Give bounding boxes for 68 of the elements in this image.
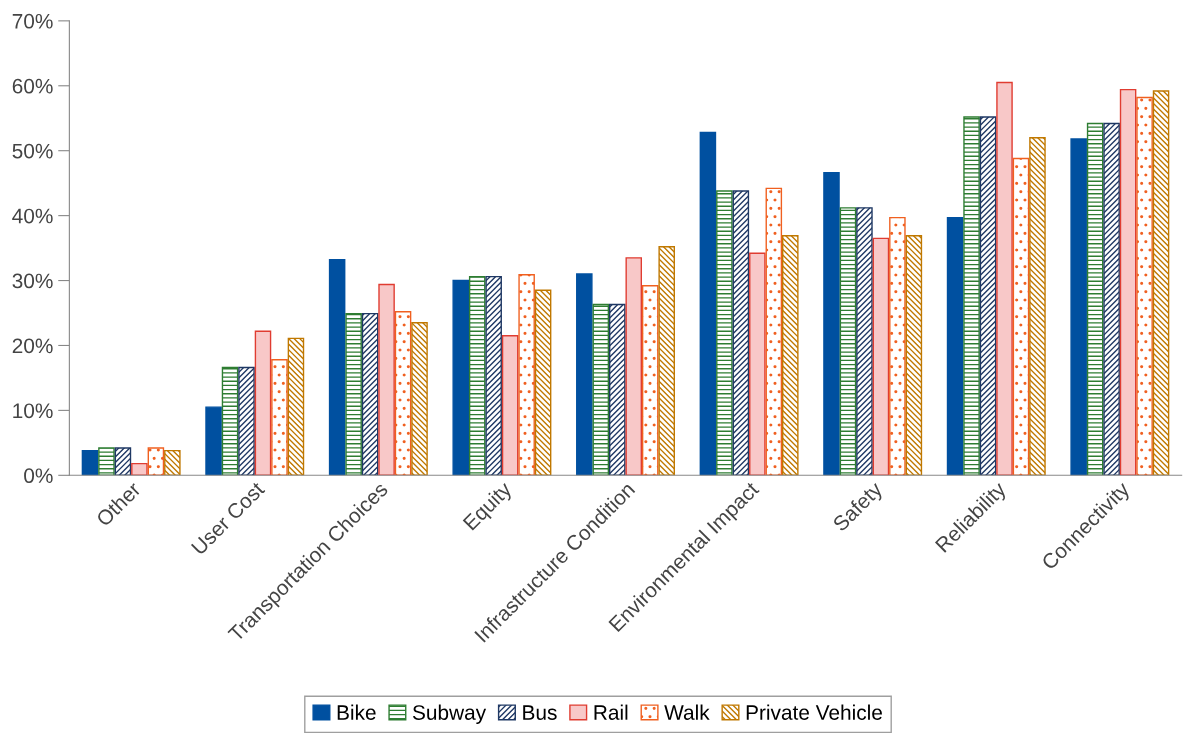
bar: [501, 335, 519, 476]
bar: [345, 312, 362, 476]
bar: [205, 406, 222, 476]
bar: [147, 447, 165, 476]
bar: [1103, 122, 1120, 476]
bar: [287, 337, 305, 476]
bar: [856, 207, 873, 476]
bar: [658, 246, 675, 476]
bar: [716, 190, 733, 476]
bar: [328, 259, 346, 476]
bar: [1119, 88, 1137, 476]
bar: [98, 447, 115, 476]
bar: [592, 303, 610, 476]
bar: [1152, 90, 1170, 476]
y-tick-label: 10%: [13, 403, 53, 419]
y-tick-label: 40%: [12, 208, 53, 224]
y-tick-label: 60%: [12, 78, 53, 94]
bar: [979, 116, 997, 476]
legend-label: Private Vehicle: [746, 704, 882, 720]
bar: [361, 312, 379, 476]
bar: [963, 116, 980, 476]
bar: [823, 172, 840, 476]
bar: [534, 289, 552, 476]
bar: [1012, 157, 1030, 476]
bar: [254, 330, 272, 476]
y-tick-label: 70%: [12, 13, 53, 29]
bar: [576, 273, 593, 476]
bar: [839, 207, 857, 476]
y-tick-label: 20%: [12, 338, 53, 354]
y-tick-label: 0%: [24, 468, 53, 484]
legend-label: Bus: [523, 705, 557, 720]
bar: [518, 274, 535, 476]
legend-label: Bike: [337, 704, 376, 720]
bar: [114, 447, 132, 476]
bar: [1086, 122, 1104, 476]
legend-label: Rail: [594, 704, 628, 720]
bar: [271, 359, 288, 476]
bar: [378, 283, 395, 476]
bar: [411, 322, 428, 476]
bar: [782, 235, 799, 476]
bar: [164, 449, 181, 476]
bar: [732, 190, 750, 476]
bar: [625, 257, 643, 476]
bar: [905, 235, 923, 476]
bar: [641, 285, 659, 476]
bar: [1029, 137, 1046, 476]
bar: [221, 366, 239, 476]
bar: [946, 216, 964, 476]
bar: [608, 303, 626, 476]
bar: [1136, 96, 1153, 476]
legend-label: Walk: [664, 704, 710, 720]
bar: [485, 275, 502, 476]
bar: [394, 311, 412, 476]
bar: [889, 216, 906, 476]
bar: [1070, 138, 1087, 476]
bar: [765, 187, 783, 476]
bar: [131, 462, 148, 476]
bar: [452, 279, 470, 476]
bar: [749, 252, 766, 476]
y-tick-label: 50%: [12, 143, 53, 159]
bar: [238, 366, 255, 476]
y-tick-label: 30%: [12, 273, 53, 289]
bar: [699, 131, 717, 476]
bar: [81, 449, 99, 476]
bar: [468, 275, 486, 476]
bar: [872, 237, 890, 476]
bar: [996, 81, 1013, 476]
legend-label: Subway: [412, 704, 487, 725]
